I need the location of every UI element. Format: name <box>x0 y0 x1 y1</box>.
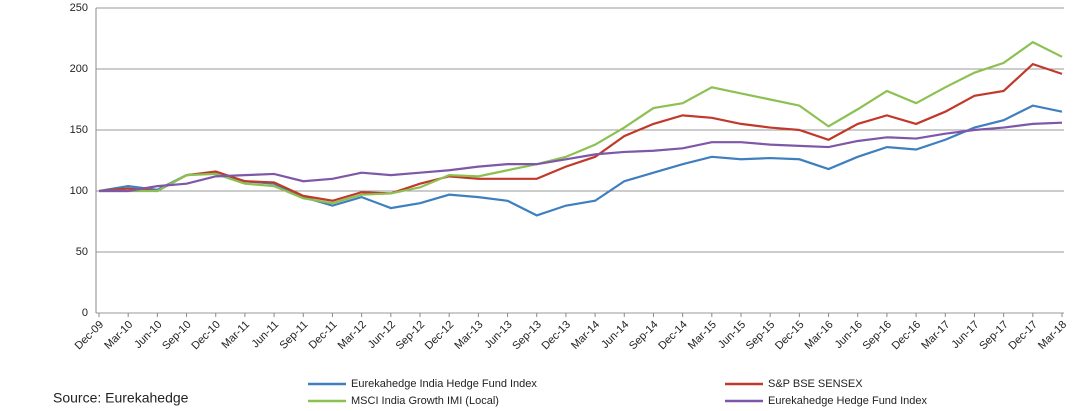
y-tick-label: 50 <box>76 246 88 258</box>
x-tick-label: Mar-11 <box>220 319 253 352</box>
x-tick-label: Sep-13 <box>510 319 544 353</box>
y-tick-label: 200 <box>70 63 88 75</box>
source: Source: Eurekahedge <box>53 390 189 406</box>
x-tick-label: Sep-15 <box>744 319 778 353</box>
x-tick-label: Mar-16 <box>803 319 836 352</box>
x-tick-label: Dec-15 <box>773 319 807 353</box>
legend-label: MSCI India Growth IMI (Local) <box>351 395 499 407</box>
x-tick-label: Sep-10 <box>160 319 194 353</box>
x-tick-label: Sep-17 <box>977 319 1011 353</box>
x-tick-label: Mar-13 <box>452 319 485 352</box>
x-tick-label: Sep-12 <box>394 319 428 353</box>
x-tick-label: Jun-17 <box>949 319 981 351</box>
x-tick-label: Sep-11 <box>277 319 310 352</box>
series-line <box>98 104 1063 217</box>
y-tick-label: 0 <box>82 307 88 319</box>
x-tick-label: Dec-14 <box>656 319 690 353</box>
x-tick-label: Mar-15 <box>686 319 719 352</box>
x-tick-label: Mar-17 <box>919 319 952 352</box>
x-tick-label: Dec-16 <box>890 319 924 353</box>
y-tick-label: 250 <box>70 2 88 14</box>
series-line <box>99 40 1063 205</box>
legend-label: Eurekahedge Hedge Fund Index <box>768 395 928 407</box>
x-tick-label: Mar-10 <box>102 319 135 352</box>
x-tick-label: Sep-14 <box>627 319 661 353</box>
series-line <box>98 62 1063 202</box>
x-tick-label: Dec-13 <box>540 319 574 353</box>
series-line <box>99 121 1063 193</box>
legend-label: S&P BSE SENSEX <box>768 378 863 390</box>
x-tick-label: Jun-15 <box>716 319 748 351</box>
x-tick-label: Dec-17 <box>1006 319 1040 353</box>
x-tick-label: Sep-16 <box>861 319 895 353</box>
x-tick-label: Jun-16 <box>833 319 865 351</box>
x-tick-label: Dec-12 <box>423 319 457 353</box>
legend-label: Eurekahedge India Hedge Fund Index <box>351 378 537 390</box>
x-tick-label: Jun-10 <box>132 319 164 351</box>
x-tick-label: Dec-11 <box>307 319 340 352</box>
y-tick-label: 150 <box>70 124 88 136</box>
x-tick-label: Jun-12 <box>366 319 398 351</box>
x-tick-label: Jun-11 <box>250 319 282 351</box>
y-tick-label: 100 <box>70 185 88 197</box>
x-tick-label: Jun-14 <box>599 319 631 351</box>
x-tick-label: Mar-12 <box>336 319 369 352</box>
x-tick-label: Jun-13 <box>482 319 514 351</box>
x-tick-label: Mar-18 <box>1036 319 1069 352</box>
x-tick-label: Mar-14 <box>569 319 602 352</box>
x-tick-label: Dec-09 <box>73 319 107 353</box>
x-tick-label: Dec-10 <box>189 319 223 353</box>
